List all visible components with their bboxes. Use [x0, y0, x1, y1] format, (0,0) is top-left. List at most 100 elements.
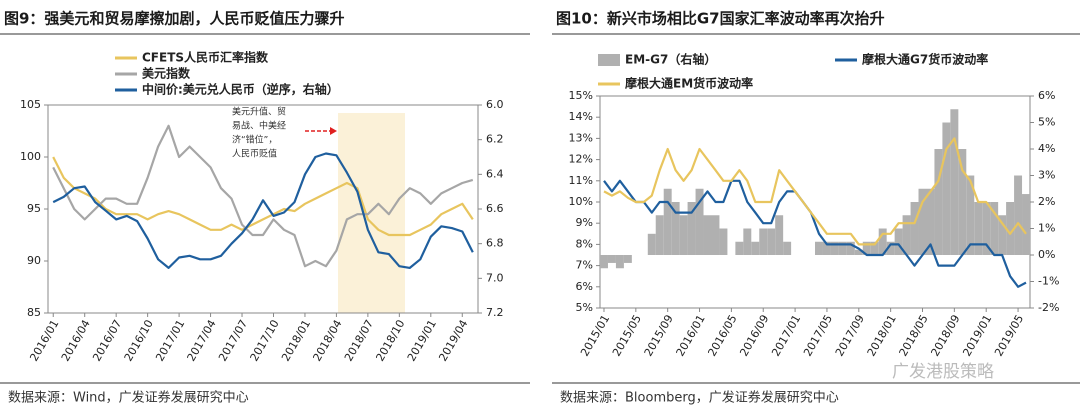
area-bar [647, 233, 656, 255]
area-bar [743, 228, 752, 255]
area-bar [830, 241, 839, 255]
x-tick-label: 2018/01 [865, 313, 899, 359]
area-bar [783, 241, 792, 255]
series-line [52, 152, 474, 269]
area-bar [966, 175, 975, 255]
area-bar [958, 149, 967, 255]
x-tick-label: 2019/01 [960, 312, 994, 358]
y-tick-label: 6% [576, 280, 593, 293]
x-tick-label: 2016/09 [737, 313, 771, 359]
x-tick-label: 2015/09 [642, 313, 676, 359]
area-bar [751, 241, 760, 255]
legend-label: 摩根大通EM货币波动率 [625, 76, 753, 91]
y-tick-label: 95 [27, 202, 41, 215]
area-bar [918, 188, 927, 255]
area-bar [711, 215, 720, 255]
annotation: 人民币贬值 [232, 148, 277, 160]
y2-tick-label: -2% [1038, 301, 1059, 314]
y-tick-label: 9% [576, 216, 593, 229]
area-bar [695, 188, 704, 255]
area-bar [950, 109, 959, 255]
source: 数据来源：Wind，广发证券发展研究中心 [8, 390, 249, 406]
y2-tick-label: 1% [1038, 222, 1055, 235]
x-tick-label: 2018/09 [928, 313, 962, 359]
y-tick-label: 105 [20, 98, 41, 111]
area-bar [838, 241, 847, 255]
y-tick-label: 11% [569, 174, 593, 187]
highlight-band [338, 113, 405, 313]
x-tick-label: 2019/04 [436, 318, 470, 364]
area-bar [990, 202, 999, 255]
area-bar [671, 202, 680, 255]
legend-label: CFETS人民币汇率指数 [142, 50, 269, 65]
y-tick-label: 10% [569, 195, 593, 208]
y-tick-label: 15% [569, 89, 593, 102]
y2-tick-label: 6.4 [486, 167, 504, 180]
area-bar [926, 188, 935, 255]
area-bar [870, 241, 879, 255]
source: 数据来源：Bloomberg，广发证券发展研究中心 [560, 390, 839, 406]
area-bar [663, 188, 672, 255]
legend-label: 中间价:美元兑人民币（逆序，右轴） [142, 82, 339, 97]
y2-tick-label: 6.2 [486, 133, 504, 146]
area-bar [607, 255, 616, 263]
x-tick-label: 2016/01 [674, 313, 708, 359]
x-tick-label: 2017/07 [216, 318, 250, 364]
area-bar [1014, 175, 1023, 255]
watermark: 广发港股策略 [892, 362, 994, 382]
area-bar [687, 202, 696, 255]
area-bar [735, 241, 744, 255]
chart-title: 图9：强美元和贸易摩擦加剧，人民币贬值压力骤升 [4, 10, 344, 28]
area-bar [703, 215, 712, 255]
x-tick-label: 2016/05 [705, 313, 739, 359]
x-tick-label: 2016/10 [122, 318, 156, 364]
legend-label: 摩根大通G7货币波动率 [862, 52, 988, 67]
area-bar [942, 122, 951, 255]
x-tick-label: 2017/09 [833, 313, 867, 359]
x-tick-label: 2016/01 [27, 318, 61, 364]
chart-title: 图10：新兴市场相比G7国家汇率波动率再次抬升 [556, 10, 885, 28]
x-tick-label: 2017/01 [153, 318, 187, 364]
annotation-arrowhead [330, 127, 337, 135]
area-bar [679, 215, 688, 255]
y-tick-label: 90 [27, 254, 41, 267]
x-tick-label: 2017/04 [185, 318, 219, 364]
area-bar [759, 228, 768, 255]
y2-tick-label: -1% [1038, 275, 1059, 288]
area-bar [775, 215, 784, 255]
y-tick-label: 100 [20, 150, 41, 163]
x-tick-label: 2018/05 [897, 313, 931, 359]
y-tick-label: 8% [576, 237, 593, 250]
y-tick-label: 85 [27, 306, 41, 319]
x-tick-label: 2016/07 [90, 318, 124, 364]
series-line [603, 179, 1027, 288]
x-tick-label: 2018/10 [373, 318, 407, 364]
x-tick-label: 2018/04 [311, 318, 345, 364]
x-tick-label: 2019/01 [405, 318, 439, 364]
legend-label: EM-G7（右轴） [625, 52, 716, 67]
area-bar [719, 228, 728, 255]
x-tick-label: 2019/05 [992, 313, 1026, 359]
y2-tick-label: 0% [1038, 248, 1055, 261]
area-bar [1022, 194, 1030, 255]
area-bar [886, 241, 895, 255]
x-tick-label: 2016/04 [59, 318, 93, 364]
y2-tick-label: 7.0 [486, 271, 504, 284]
y2-tick-label: 2% [1038, 195, 1055, 208]
x-tick-label: 2018/01 [279, 318, 313, 364]
area-bar [934, 149, 943, 255]
x-tick-label: 2015/01 [578, 313, 612, 359]
area-bar [974, 202, 983, 255]
y2-tick-label: 3% [1038, 169, 1055, 182]
area-bar [910, 202, 919, 255]
area-bar [894, 228, 903, 255]
area-bar [862, 241, 871, 255]
area-bar [623, 255, 632, 263]
y2-tick-label: 5% [1038, 116, 1055, 129]
area-bar [822, 241, 831, 255]
annotation: 美元升值、贸 [232, 106, 286, 118]
y2-tick-label: 6.0 [486, 98, 504, 111]
annotation: 易战、中美经 [232, 120, 286, 132]
series-line [52, 156, 474, 237]
